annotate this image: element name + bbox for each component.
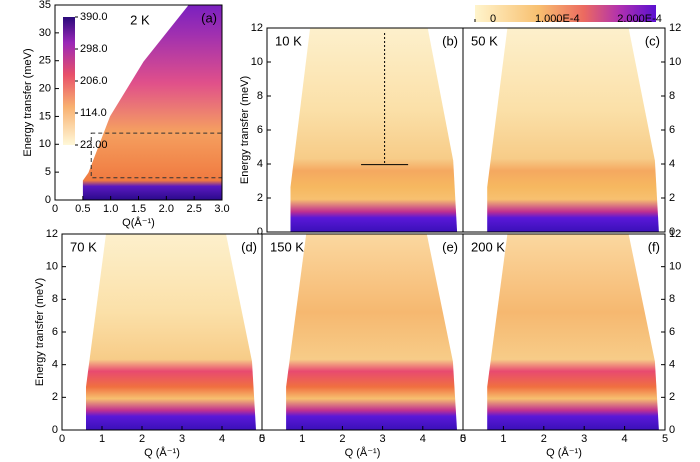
y-tick-label: 10 — [669, 56, 681, 68]
panel-label: (d) — [241, 239, 257, 254]
x-tick-label: 0 — [59, 433, 65, 445]
x-axis-label: Q(Å⁻¹) — [122, 216, 155, 229]
temperature-label: 50 K — [471, 33, 498, 48]
y-tick-label: 0 — [669, 424, 675, 436]
y-tick-label: 4 — [257, 158, 263, 170]
y-tick-label: 8 — [257, 90, 263, 102]
y-tick-label: 2 — [669, 391, 675, 403]
x-tick-label: 0 — [460, 433, 466, 445]
colorbar-tick-label: 22.00 — [80, 139, 108, 151]
colorbar-tick-label: 206.0 — [80, 75, 108, 87]
intensity-map — [86, 234, 256, 430]
y-tick-label: 10 — [251, 56, 263, 68]
x-tick-label: 0.5 — [75, 203, 90, 215]
intensity-map — [487, 234, 659, 430]
y-tick-label: 25 — [39, 55, 51, 67]
y-tick-label: 0 — [257, 226, 263, 238]
y-tick-label: 12 — [669, 228, 681, 240]
y-tick-label: 2 — [669, 192, 675, 204]
x-tick-label: 1 — [99, 433, 105, 445]
x-tick-label: 1 — [500, 433, 506, 445]
y-tick-label: 4 — [52, 359, 58, 371]
x-tick-label: 4 — [219, 433, 225, 445]
x-tick-label: 5 — [662, 433, 668, 445]
x-tick-label: 2.5 — [187, 203, 202, 215]
panel-label: (e) — [442, 239, 458, 254]
x-tick-label: 1.0 — [103, 203, 118, 215]
x-tick-label: 5 — [259, 433, 265, 445]
colorbar-tick-label: 1.000E-4 — [535, 13, 580, 25]
x-tick-label: 3 — [380, 433, 386, 445]
x-tick-label: 2 — [339, 433, 345, 445]
y-tick-label: 5 — [45, 166, 51, 178]
y-tick-label: 0 — [45, 194, 51, 206]
panel-label: (c) — [645, 33, 660, 48]
temperature-label: 70 K — [70, 239, 97, 254]
y-tick-label: 10 — [39, 138, 51, 150]
y-tick-label: 10 — [46, 261, 58, 273]
x-tick-label: 1 — [299, 433, 305, 445]
y-tick-label: 2 — [257, 192, 263, 204]
temperature-label: 10 K — [275, 33, 302, 48]
y-tick-label: 6 — [669, 326, 675, 338]
y-tick-label: 0 — [52, 424, 58, 436]
colorbar — [63, 17, 75, 145]
x-tick-label: 3 — [581, 433, 587, 445]
y-tick-label: 12 — [46, 228, 58, 240]
x-tick-label: 0 — [259, 433, 265, 445]
y-axis-label: Energy transfer (meV) — [34, 278, 46, 386]
y-axis-label: Energy transfer (meV) — [239, 76, 251, 184]
y-tick-label: 10 — [669, 261, 681, 273]
temperature-label: 150 K — [270, 239, 304, 254]
x-tick-label: 2 — [541, 433, 547, 445]
x-tick-label: 3.0 — [214, 203, 229, 215]
intensity-map — [290, 28, 458, 232]
colorbar-tick-label: 390.0 — [80, 11, 108, 23]
y-tick-label: 35 — [39, 0, 51, 11]
x-axis-label: Q (Å⁻¹) — [144, 446, 180, 459]
y-tick-label: 4 — [669, 158, 675, 170]
colorbar — [475, 5, 656, 22]
x-tick-label: 3 — [179, 433, 185, 445]
y-axis-label: Energy transfer (meV) — [22, 48, 34, 156]
y-tick-label: 8 — [669, 90, 675, 102]
colorbar-tick-label: 298.0 — [80, 43, 108, 55]
intensity-map — [82, 5, 223, 200]
colorbar-tick-label: 114.0 — [80, 107, 107, 119]
y-tick-label: 15 — [39, 110, 51, 122]
panel-label: (f) — [648, 239, 660, 254]
x-tick-label: 2 — [139, 433, 145, 445]
y-tick-label: 8 — [52, 293, 58, 305]
intensity-map — [286, 234, 457, 430]
x-tick-label: 0 — [52, 203, 58, 215]
y-tick-label: 12 — [669, 22, 681, 34]
y-tick-label: 6 — [669, 124, 675, 136]
x-axis-label: Q (Å⁻¹) — [546, 446, 582, 459]
y-tick-label: 12 — [251, 22, 263, 34]
zoom-box — [90, 132, 223, 179]
x-tick-label: 2.0 — [159, 203, 174, 215]
colorbar-tick-label: 2.000E-4 — [617, 13, 662, 25]
x-tick-label: 4 — [622, 433, 628, 445]
y-tick-label: 8 — [669, 293, 675, 305]
temperature-label: 2 K — [130, 12, 150, 27]
y-tick-label: 2 — [52, 391, 58, 403]
temperature-label: 200 K — [471, 239, 505, 254]
y-tick-label: 0 — [669, 226, 675, 238]
x-tick-label: 4 — [420, 433, 426, 445]
y-tick-label: 20 — [39, 82, 51, 94]
x-tick-label: 5 — [460, 433, 466, 445]
x-tick-label: 1.5 — [131, 203, 146, 215]
panel-label: (b) — [442, 33, 458, 48]
intensity-map — [487, 28, 659, 232]
colorbar-tick-label: 0 — [490, 13, 496, 25]
y-tick-label: 6 — [257, 124, 263, 136]
y-tick-label: 4 — [669, 359, 675, 371]
x-axis-label: Q (Å⁻¹) — [345, 446, 381, 459]
y-tick-label: 30 — [39, 27, 51, 39]
panel-label: (a) — [201, 10, 217, 25]
y-tick-label: 6 — [52, 326, 58, 338]
